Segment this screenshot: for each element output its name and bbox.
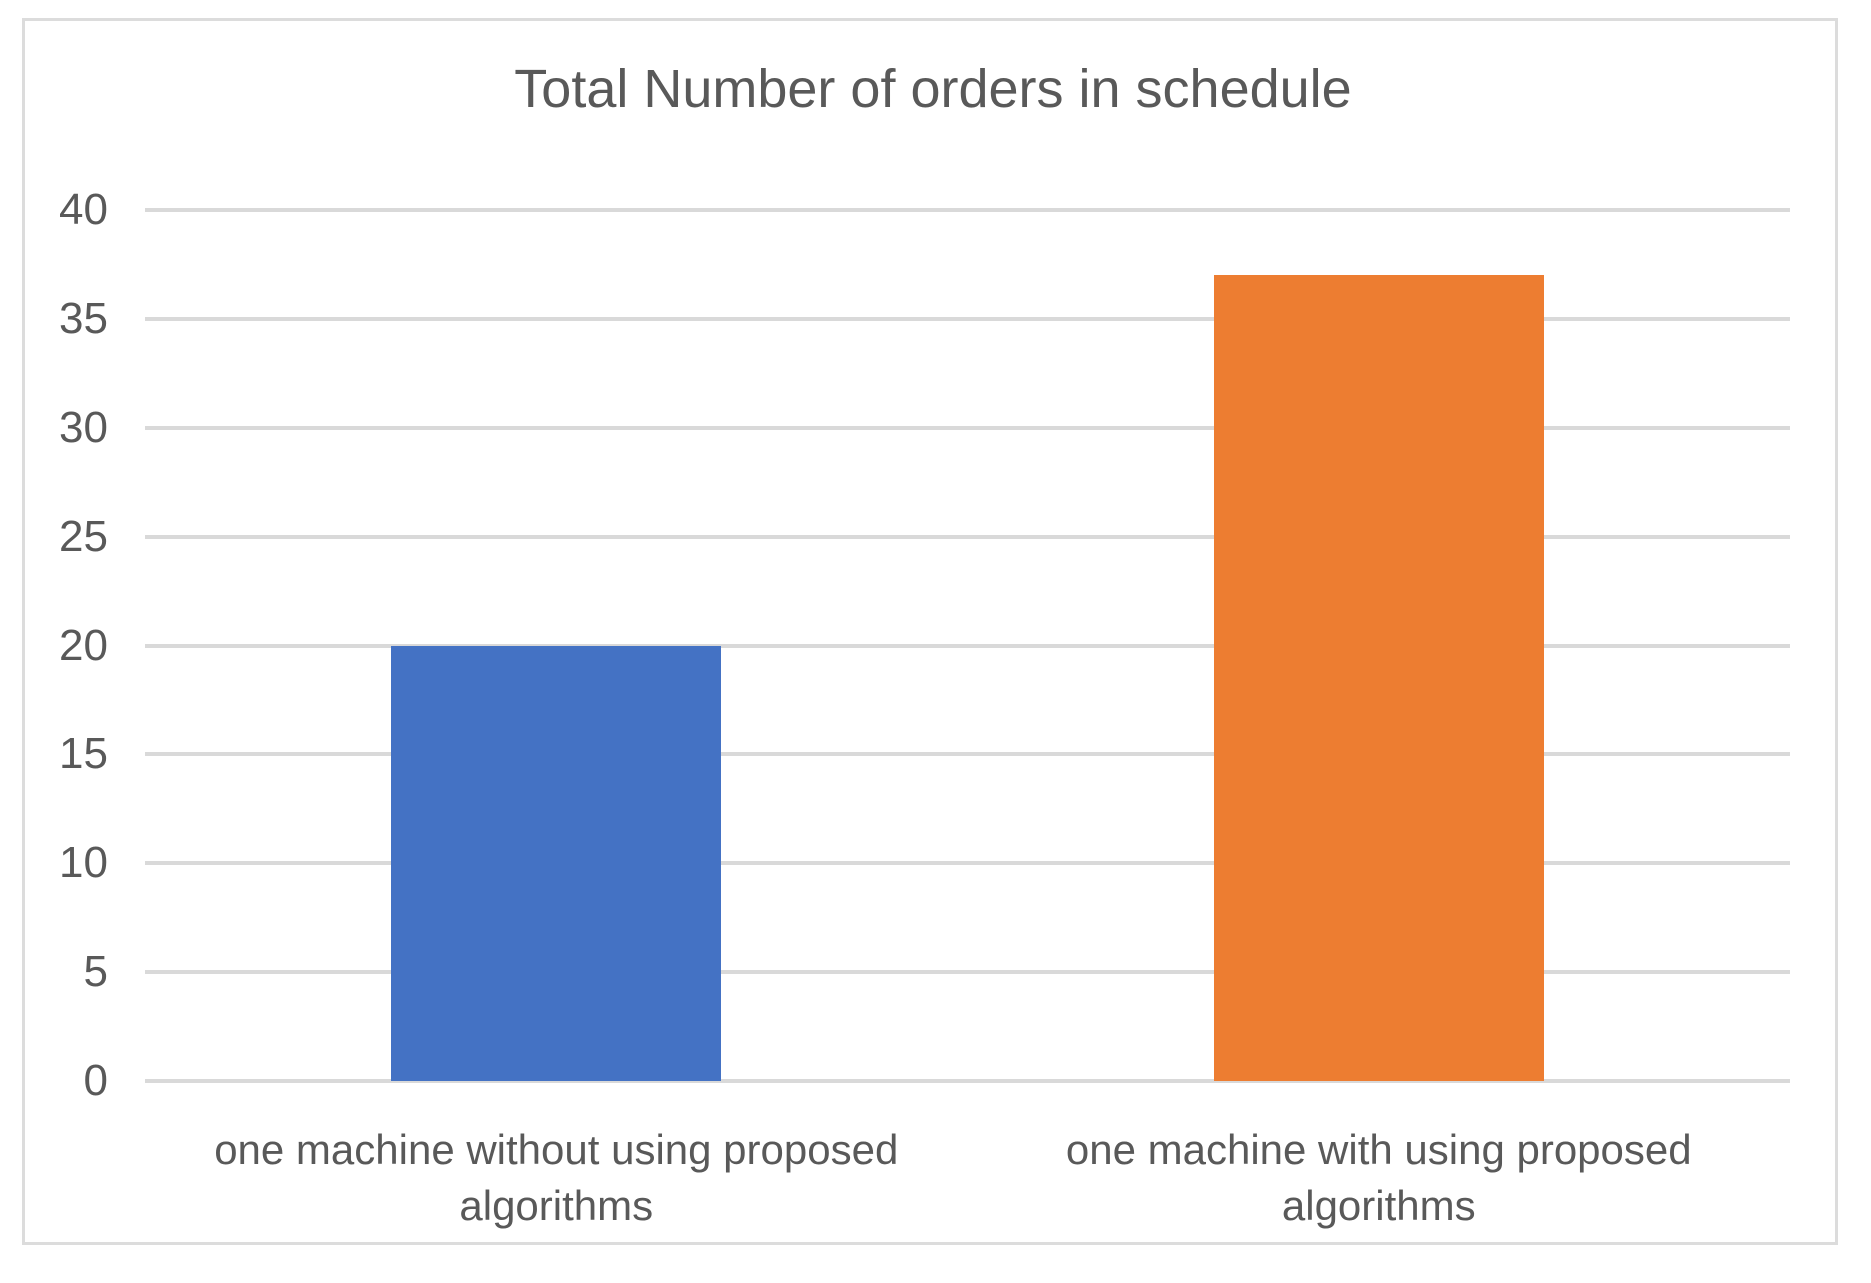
gridline-y-20 xyxy=(145,643,1790,648)
y-axis-tick-label: 10 xyxy=(59,838,108,888)
y-axis-tick-label: 25 xyxy=(59,511,108,561)
gridline-y-0 xyxy=(145,1079,1790,1083)
y-axis-tick-label: 5 xyxy=(83,947,108,997)
gridline-y-10 xyxy=(145,861,1790,866)
x-category-label: one machine with using proposed algorith… xyxy=(1065,1126,1692,1229)
gridline-y-30 xyxy=(145,425,1790,430)
y-axis-tick-label: 20 xyxy=(59,620,108,670)
y-axis-tick-label: 40 xyxy=(59,185,108,234)
y-axis-tick-label: 15 xyxy=(59,729,108,779)
gridline-y-5 xyxy=(145,970,1790,975)
gridline-y-25 xyxy=(145,534,1790,539)
gridline-y-35 xyxy=(145,316,1790,321)
x-category-label: one machine without using proposed algor… xyxy=(214,1126,899,1229)
chart-title: Total Number of orders in schedule xyxy=(514,59,1352,119)
y-axis-tick-label: 30 xyxy=(59,402,108,452)
y-axis-tick-label: 0 xyxy=(83,1056,108,1105)
gridline-y-40 xyxy=(145,208,1790,212)
chart-border-frame xyxy=(22,18,1838,1245)
bar-one-machine-without-algorithms xyxy=(391,645,722,1081)
gridline-y-15 xyxy=(145,752,1790,757)
y-axis-tick-label: 35 xyxy=(59,293,108,343)
bar-one-machine-with-algorithms xyxy=(1213,275,1544,1081)
